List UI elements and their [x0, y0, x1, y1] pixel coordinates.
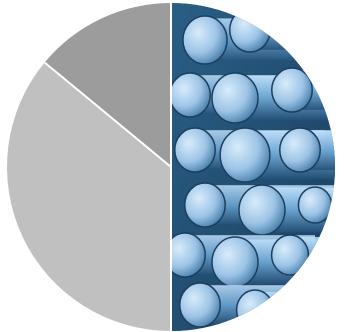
rod-end: [219, 127, 271, 183]
rod-end: [171, 232, 206, 278]
rod-end: [171, 72, 211, 118]
rod-end: [211, 236, 259, 288]
rod-end: [184, 182, 226, 228]
rod-end: [211, 72, 259, 124]
rod-end: [174, 127, 216, 173]
slice-dividers: [44, 3, 172, 331]
rod-end: [229, 7, 271, 53]
rod-end: [238, 184, 286, 236]
rod-end: [271, 67, 313, 113]
rod-end: [182, 15, 228, 65]
steel-rods-image: [171, 3, 335, 331]
pie-slice-2: [7, 62, 171, 332]
slice-divider-3: [44, 61, 172, 168]
rod-end: [179, 282, 221, 328]
rod-end: [279, 127, 321, 173]
pie-slice-3: [44, 3, 171, 167]
rod-end: [235, 289, 275, 331]
rod-end: [270, 234, 310, 276]
rod-end: [297, 186, 333, 224]
